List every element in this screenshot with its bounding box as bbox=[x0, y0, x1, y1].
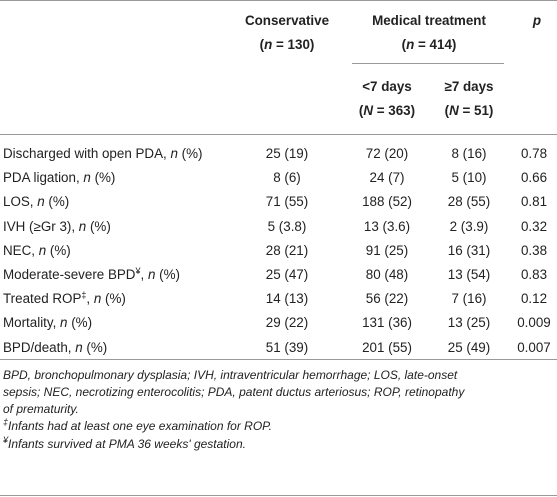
header-medical-treatment: Medical treatment bbox=[372, 13, 486, 28]
row-label: Treated ROP‡, n (%) bbox=[3, 290, 126, 306]
cell-lt7-days: 188 (52) bbox=[362, 194, 412, 209]
cell-conservative: 25 (47) bbox=[265, 267, 309, 282]
cell-lt7-days: 72 (20) bbox=[365, 146, 409, 161]
cell-conservative: 29 (22) bbox=[265, 315, 309, 330]
cell-lt7-days: 131 (36) bbox=[362, 315, 412, 330]
cell-lt7-days: 91 (25) bbox=[365, 243, 409, 258]
cell-conservative: 51 (39) bbox=[265, 340, 309, 355]
cell-lt7-days: 80 (48) bbox=[365, 267, 409, 282]
row-label: Moderate-severe BPD¥, n (%) bbox=[3, 266, 180, 282]
cell-ge7-days: 8 (16) bbox=[451, 146, 487, 161]
cell-ge7-days: 2 (3.9) bbox=[449, 219, 489, 234]
medical-subheader-rule bbox=[352, 63, 504, 64]
cell-p-value: 0.66 bbox=[520, 170, 548, 185]
cell-lt7-days: 13 (3.6) bbox=[363, 219, 411, 234]
subheader-ge7-days: ≥7 days bbox=[444, 79, 494, 94]
subheader-ge7-n: (N = 51) bbox=[444, 103, 494, 118]
cell-ge7-days: 28 (55) bbox=[447, 194, 491, 209]
subheader-lt7-n: (N = 363) bbox=[358, 103, 416, 118]
cell-ge7-days: 13 (25) bbox=[447, 315, 491, 330]
cell-conservative: 71 (55) bbox=[265, 194, 309, 209]
cell-p-value: 0.38 bbox=[520, 243, 548, 258]
header-conservative-n: (n = 130) bbox=[259, 37, 315, 52]
subheader-lt7-days: <7 days bbox=[362, 79, 412, 94]
row-label: LOS, n (%) bbox=[3, 194, 70, 209]
cell-conservative: 25 (19) bbox=[265, 146, 309, 161]
cell-p-value: 0.83 bbox=[520, 267, 548, 282]
cell-ge7-days: 7 (16) bbox=[451, 291, 487, 306]
footnote-rop: ‡Infants had at least one eye examinatio… bbox=[3, 417, 272, 433]
cell-ge7-days: 13 (54) bbox=[447, 267, 491, 282]
cell-conservative: 8 (6) bbox=[273, 170, 301, 185]
table-footnotes: BPD, bronchopulmonary dysplasia; IVH, in… bbox=[3, 367, 553, 454]
cell-ge7-days: 25 (49) bbox=[447, 340, 491, 355]
footnote-abbreviations-line-1: BPD, bronchopulmonary dysplasia; IVH, in… bbox=[3, 368, 458, 382]
cell-conservative: 14 (13) bbox=[265, 291, 309, 306]
cell-conservative: 5 (3.8) bbox=[267, 219, 307, 234]
cell-p-value: 0.78 bbox=[520, 146, 548, 161]
header-p-value: p bbox=[532, 13, 542, 28]
cell-ge7-days: 5 (10) bbox=[451, 170, 487, 185]
page-bottom-rule bbox=[0, 495, 557, 496]
row-label: PDA ligation, n (%) bbox=[3, 170, 116, 185]
cell-lt7-days: 201 (55) bbox=[362, 340, 412, 355]
cell-p-value: 0.12 bbox=[520, 291, 548, 306]
row-label: NEC, n (%) bbox=[3, 243, 71, 258]
header-medical-n: (n = 414) bbox=[401, 37, 457, 52]
row-label: BPD/death, n (%) bbox=[3, 340, 108, 355]
cell-lt7-days: 24 (7) bbox=[369, 170, 405, 185]
footnote-bpd: ¥Infants survived at PMA 36 weeks' gesta… bbox=[3, 435, 246, 451]
cell-conservative: 28 (21) bbox=[265, 243, 309, 258]
table-top-rule bbox=[0, 0, 557, 1]
header-conservative: Conservative bbox=[244, 13, 330, 28]
cell-p-value: 0.81 bbox=[520, 194, 548, 209]
cell-ge7-days: 16 (31) bbox=[447, 243, 491, 258]
footnote-abbreviations-line-3: of prematurity. bbox=[3, 402, 79, 416]
row-label: IVH (≥Gr 3), n (%) bbox=[3, 219, 111, 234]
cell-p-value: 0.007 bbox=[517, 340, 551, 355]
cell-lt7-days: 56 (22) bbox=[365, 291, 409, 306]
row-label: Discharged with open PDA, n (%) bbox=[3, 146, 203, 161]
header-bottom-rule bbox=[0, 134, 557, 135]
footnote-abbreviations-line-2: sepsis; NEC, necrotizing enterocolitis; … bbox=[3, 385, 465, 399]
cell-p-value: 0.009 bbox=[517, 315, 551, 330]
cell-p-value: 0.32 bbox=[520, 219, 548, 234]
table-bottom-rule bbox=[0, 359, 557, 360]
row-label: Mortality, n (%) bbox=[3, 315, 93, 330]
